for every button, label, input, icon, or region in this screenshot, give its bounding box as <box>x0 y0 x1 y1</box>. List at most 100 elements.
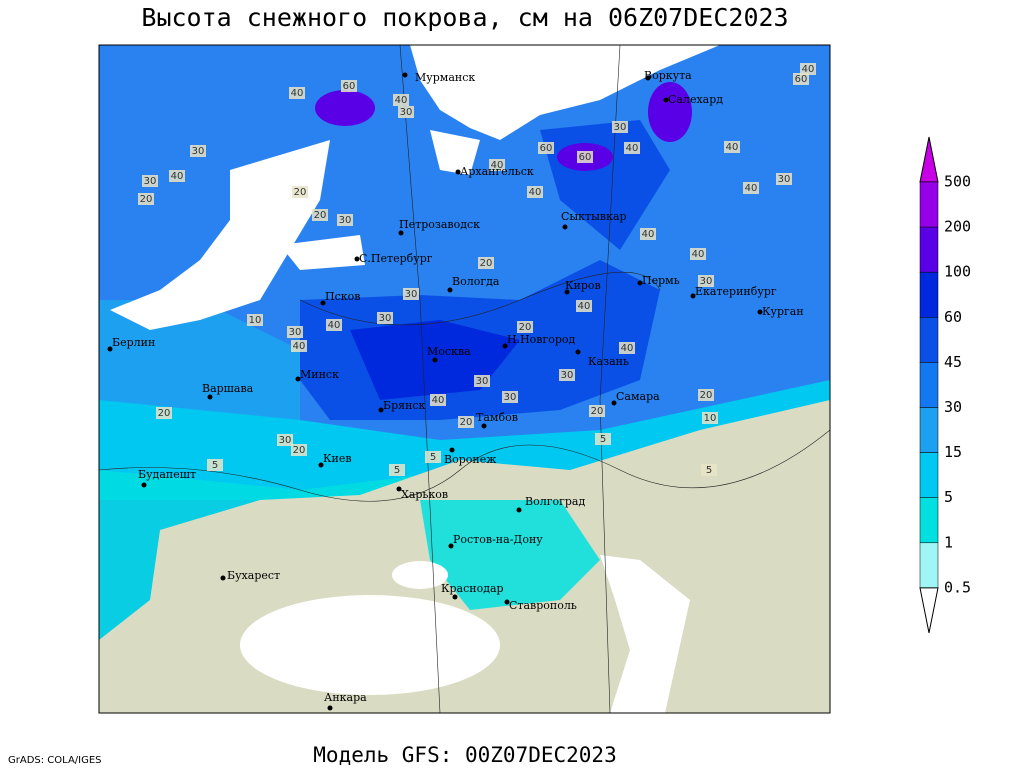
contour-label: 30 <box>561 370 574 381</box>
city-dot <box>575 349 581 355</box>
colorbar-label: 1 <box>944 533 953 551</box>
contour-label-box <box>292 186 308 198</box>
contour-label: 30 <box>279 435 292 446</box>
contour-label-box <box>624 142 640 154</box>
colorbar-band <box>919 362 939 408</box>
contour-label-box <box>702 412 718 424</box>
contour-label-box <box>138 193 154 205</box>
city-label: Салехард <box>668 93 723 106</box>
city-label: Волгоград <box>525 495 585 508</box>
city-label: Берлин <box>112 336 155 349</box>
city-label: Будапешт <box>138 468 196 481</box>
contour-label-box <box>326 319 342 331</box>
contour-label-box <box>458 416 474 428</box>
contour-label-box <box>291 340 307 352</box>
city-dot <box>504 599 510 605</box>
city-dot <box>449 447 455 453</box>
contour-label-box <box>142 175 158 187</box>
colorbar-band <box>919 271 939 318</box>
contour-label-box <box>640 228 656 240</box>
contour-label-box <box>489 159 505 171</box>
contour-label: 5 <box>706 465 712 476</box>
colorbar-cap-top <box>919 136 939 183</box>
city-dot <box>207 394 213 400</box>
colorbar-band <box>919 452 939 498</box>
city-label: Пермь <box>642 274 680 287</box>
contour-label: 30 <box>144 176 157 187</box>
city-dot <box>220 575 226 581</box>
city-dot <box>645 75 651 81</box>
contour-label: 30 <box>614 122 627 133</box>
city-label: Мурманск <box>415 71 475 84</box>
contour-label: 30 <box>339 215 352 226</box>
contour-label-box <box>393 94 409 106</box>
contour-label: 30 <box>405 289 418 300</box>
city-dot <box>447 287 453 293</box>
contour-label-box <box>724 141 740 153</box>
contour-label-box <box>247 314 263 326</box>
city-label: Киев <box>323 452 352 465</box>
colorbar-label: 500 <box>944 173 971 191</box>
city-dot <box>502 343 508 349</box>
contour-label: 30 <box>700 276 713 287</box>
contour-label-box <box>800 63 816 75</box>
city-dot <box>690 293 696 299</box>
contour-label: 5 <box>600 434 606 445</box>
city-dot <box>663 97 669 103</box>
contour-label: 20 <box>591 406 604 417</box>
city-label: Сыктывкар <box>561 210 627 223</box>
contour-label-box <box>156 407 172 419</box>
contour-label: 10 <box>249 315 262 326</box>
contour-label-box <box>207 459 223 471</box>
contour-label: 30 <box>289 327 302 338</box>
contour-label-box <box>576 300 592 312</box>
colorbar-cap-bottom <box>919 587 939 633</box>
contour-label-box <box>277 434 293 446</box>
city-label: Н.Новгород <box>507 333 576 346</box>
contour-label-box <box>389 464 405 476</box>
city-label: Курган <box>762 305 804 318</box>
contour-label-box <box>289 87 305 99</box>
contour-label: 30 <box>778 174 791 185</box>
colorbar-label: 200 <box>944 218 971 236</box>
city-dot <box>141 482 147 488</box>
contour-label: 20 <box>158 408 171 419</box>
contour-label: 40 <box>491 160 504 171</box>
contour-label-box <box>698 389 714 401</box>
city-dot <box>320 300 326 306</box>
contour-label-box <box>398 106 414 118</box>
contour-label: 20 <box>480 258 493 269</box>
city-dot <box>757 309 763 315</box>
title: Высота снежного покрова, см на 06Z07DEC2… <box>141 3 788 32</box>
contour-label-box <box>612 121 628 133</box>
contour-label-box <box>377 312 393 324</box>
contour-label: 40 <box>171 171 184 182</box>
city-dot <box>107 346 113 352</box>
city-dot <box>564 289 570 295</box>
contour-label: 40 <box>745 183 758 194</box>
city-label: Архангельск <box>460 165 534 178</box>
city-dot <box>516 507 522 513</box>
model-caption: Модель GFS: 00Z07DEC2023 <box>313 743 616 767</box>
contour-label: 30 <box>192 146 205 157</box>
city-label: Ростов-на-Дону <box>453 533 543 546</box>
contour-label: 60 <box>540 143 553 154</box>
city-dot <box>327 705 333 711</box>
city-label: Брянск <box>383 399 426 412</box>
contour-label-box <box>291 444 307 456</box>
colorbar-band <box>919 497 939 544</box>
city-label: Краснодар <box>441 582 504 595</box>
colorbar-label: 0.5 <box>944 578 971 596</box>
contour-label: 40 <box>642 229 655 240</box>
contour-label: 20 <box>140 194 153 205</box>
city-dot <box>432 357 438 363</box>
city-label: Вологда <box>452 275 500 288</box>
contour-label-box <box>538 142 554 154</box>
contour-label: 40 <box>692 249 705 260</box>
contour-label: 5 <box>394 465 400 476</box>
contour-label-box <box>337 214 353 226</box>
contour-label: 60 <box>343 81 356 92</box>
city-dot <box>455 169 461 175</box>
contour-label: 40 <box>726 142 739 153</box>
